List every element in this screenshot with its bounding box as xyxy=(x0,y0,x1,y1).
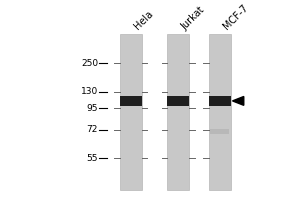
Polygon shape xyxy=(232,96,244,105)
Bar xyxy=(119,34,142,190)
Text: 55: 55 xyxy=(86,154,98,163)
Text: 72: 72 xyxy=(87,125,98,134)
Bar xyxy=(209,96,231,106)
Bar xyxy=(210,129,229,134)
Text: MCF-7: MCF-7 xyxy=(221,3,250,32)
Text: 250: 250 xyxy=(81,59,98,68)
Text: Hela: Hela xyxy=(132,9,155,32)
Bar xyxy=(209,34,231,190)
Text: 95: 95 xyxy=(86,104,98,113)
Bar xyxy=(119,96,142,106)
Bar xyxy=(167,34,189,190)
Bar xyxy=(167,96,189,106)
Text: Jurkat: Jurkat xyxy=(180,5,207,32)
Text: 130: 130 xyxy=(81,87,98,96)
